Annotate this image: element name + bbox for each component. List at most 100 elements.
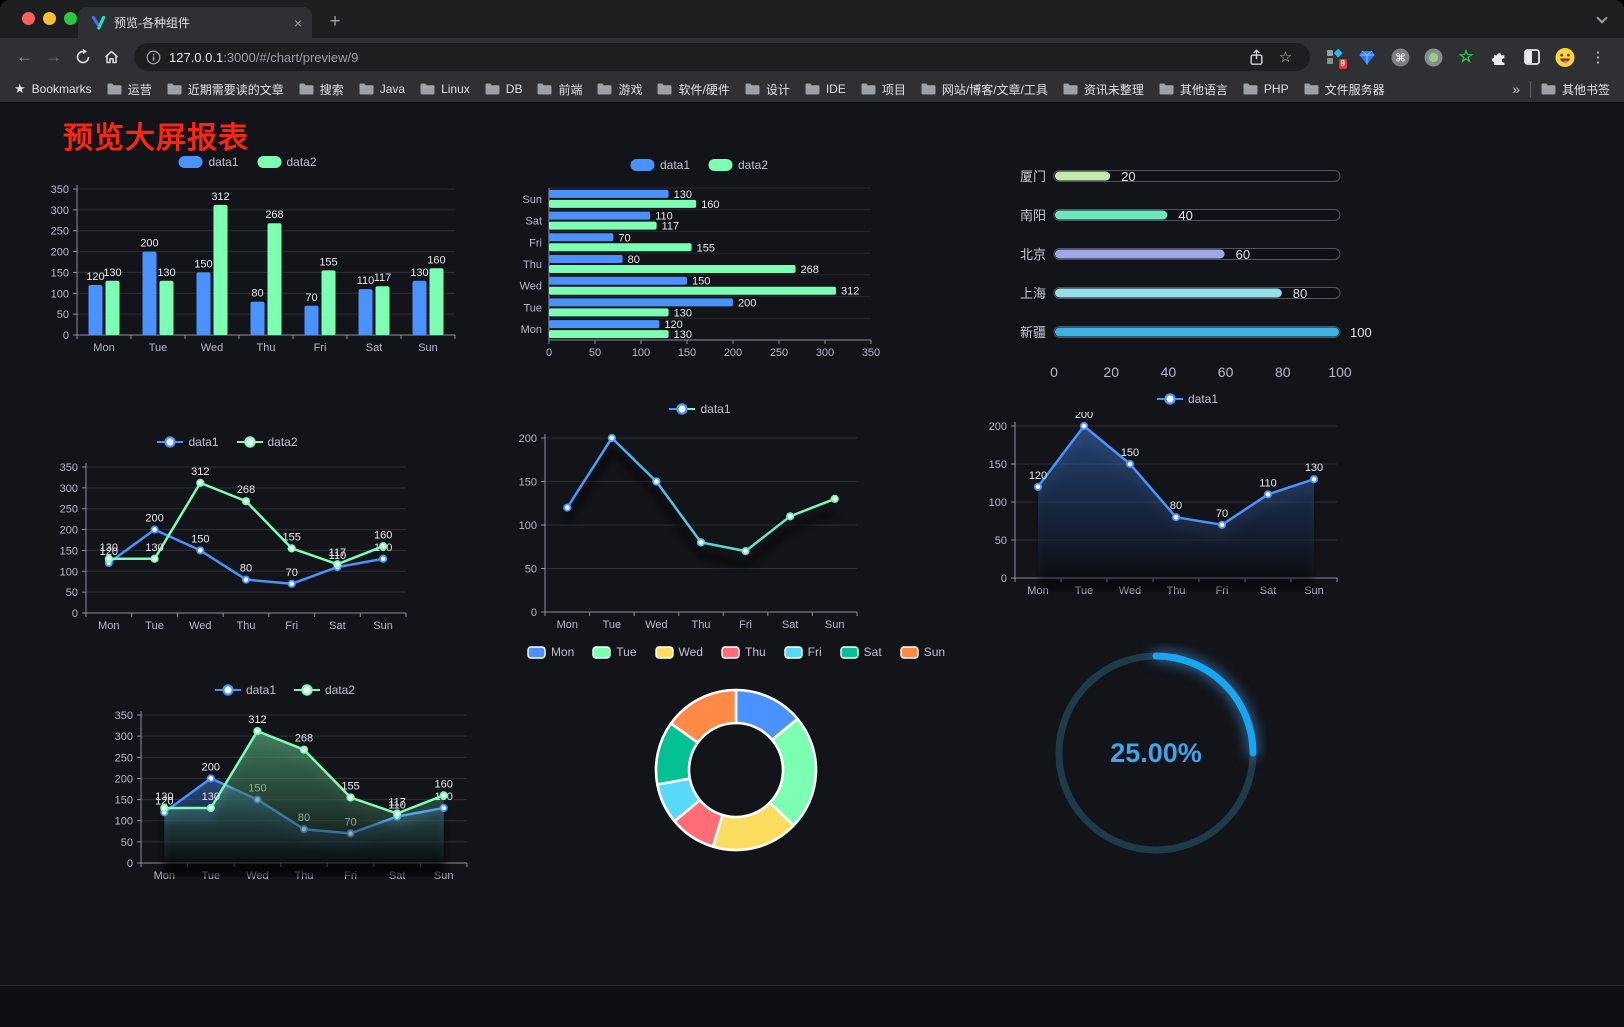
- bookmarks-root-item[interactable]: ★ Bookmarks: [14, 81, 92, 97]
- new-tab-button[interactable]: +: [329, 11, 341, 32]
- svg-text:60: 60: [1218, 364, 1234, 380]
- bookmarks-overflow-chevron[interactable]: »: [1512, 81, 1520, 97]
- legend-item[interactable]: Fri: [783, 645, 822, 659]
- svg-text:120: 120: [155, 795, 173, 807]
- svg-text:70: 70: [305, 292, 317, 304]
- bookmark-folder[interactable]: 资讯未整理: [1063, 81, 1144, 98]
- bookmark-folder[interactable]: 项目: [861, 81, 906, 98]
- bookmark-folder[interactable]: 软件/硬件: [657, 81, 730, 98]
- svg-text:Wed: Wed: [520, 281, 542, 293]
- svg-text:200: 200: [989, 421, 1007, 433]
- browser-tab[interactable]: 预览-各种组件 ×: [78, 7, 312, 38]
- legend-item[interactable]: Tue: [592, 645, 637, 659]
- svg-text:300: 300: [115, 731, 133, 743]
- site-info-icon[interactable]: [146, 50, 161, 65]
- svg-text:160: 160: [427, 254, 445, 266]
- svg-text:312: 312: [841, 286, 859, 298]
- home-button[interactable]: [97, 43, 126, 72]
- legend-label: Sat: [863, 645, 882, 659]
- url-bar[interactable]: 127.0.0.1:3000/#/chart/preview/9 ☆: [134, 43, 1310, 71]
- svg-text:南阳: 南阳: [1020, 208, 1046, 223]
- svg-text:100: 100: [1328, 364, 1352, 380]
- folder-icon: [299, 83, 314, 95]
- svg-text:350: 350: [115, 710, 133, 722]
- forward-button[interactable]: →: [45, 47, 62, 66]
- chart-bar-horizontal: data1 data2 0 50 100 150 200 250 300 350 Mon 120 130…: [503, 156, 895, 378]
- svg-text:268: 268: [801, 264, 819, 276]
- svg-text:155: 155: [341, 780, 359, 792]
- legend-item[interactable]: data2: [294, 683, 355, 697]
- legend-label: data1: [245, 683, 276, 697]
- other-bookmarks-folder[interactable]: 其他书签: [1541, 81, 1610, 98]
- bookmark-folder[interactable]: IDE: [805, 82, 846, 96]
- svg-text:130: 130: [202, 791, 220, 803]
- legend-item[interactable]: data2: [236, 435, 298, 449]
- bookmark-folder[interactable]: 近期需要读的文章: [167, 81, 284, 98]
- share-icon: [1250, 48, 1263, 65]
- legend-item[interactable]: data1: [157, 435, 219, 449]
- home-icon: [104, 50, 119, 64]
- bookmark-folder-label: 文件服务器: [1324, 82, 1385, 97]
- bookmark-folder-label: 项目: [881, 82, 906, 97]
- url-text[interactable]: 127.0.0.1:3000/#/chart/preview/9: [169, 50, 1242, 65]
- bookmark-folder[interactable]: 文件服务器: [1304, 81, 1385, 98]
- svg-text:25.00%: 25.00%: [1110, 738, 1202, 768]
- bookmark-folder[interactable]: Java: [359, 82, 405, 96]
- bookmark-folder[interactable]: DB: [485, 82, 522, 96]
- legend-item[interactable]: Mon: [527, 645, 574, 659]
- dark-mode-extension-icon[interactable]: [1522, 47, 1542, 67]
- legend-item[interactable]: data1: [669, 402, 731, 416]
- extensions-puzzle-icon[interactable]: [1489, 47, 1509, 67]
- reload-icon: [76, 49, 89, 64]
- bookmark-folder[interactable]: 前端: [537, 81, 582, 98]
- svg-text:Wed: Wed: [201, 342, 223, 354]
- legend-item[interactable]: data1: [630, 158, 690, 172]
- bookmark-folder[interactable]: 搜索: [299, 81, 344, 98]
- proxy-extension-icon[interactable]: 9: [1324, 47, 1347, 69]
- tab-search-chevron-icon[interactable]: [1596, 12, 1608, 24]
- legend-item[interactable]: data2: [257, 155, 317, 169]
- svg-text:268: 268: [295, 733, 313, 745]
- bookmark-folder[interactable]: PHP: [1243, 82, 1289, 96]
- svg-text:200: 200: [519, 433, 537, 445]
- legend-item[interactable]: data1: [214, 683, 276, 697]
- profile-avatar[interactable]: [1555, 47, 1575, 67]
- chart-bar-vertical: data1 data2 0 50 100 150 200 250 300 350 Mon Tue Wed…: [35, 153, 460, 372]
- green-dot-extension-icon[interactable]: [1423, 47, 1443, 67]
- legend-item[interactable]: Sat: [839, 645, 882, 659]
- bookmark-folder-list: 运营 近期需要读的文章 搜索 Java Linux DB 前端 游戏 软件/硬件 设计 IDE 项目 网…: [107, 81, 1400, 98]
- bookmark-folder[interactable]: 运营: [107, 81, 152, 98]
- legend-item[interactable]: data1: [178, 155, 239, 169]
- svg-text:Mon: Mon: [521, 324, 542, 336]
- legend-item[interactable]: data2: [708, 158, 768, 172]
- bookmark-folder[interactable]: 游戏: [597, 81, 642, 98]
- reload-button[interactable]: [68, 43, 97, 72]
- chart-area-single: data1 0 50 100 150 200 Mon Tue Wed Thu Fri Sat Sun 12…: [985, 390, 1390, 612]
- browser-menu-icon[interactable]: ⋮: [1590, 49, 1606, 66]
- back-button[interactable]: ←: [16, 47, 33, 66]
- legend-item[interactable]: data1: [1156, 392, 1218, 406]
- close-tab-icon[interactable]: ×: [293, 14, 302, 31]
- legend-item[interactable]: Wed: [654, 645, 703, 659]
- legend-item[interactable]: Sun: [899, 645, 945, 659]
- minimize-window-button[interactable]: [43, 12, 56, 25]
- bookmarks-star-icon: ★: [14, 81, 26, 96]
- bookmarks-bar: ★ Bookmarks 运营 近期需要读的文章 搜索 Java Linux DB 前端 游戏 软…: [0, 76, 1624, 103]
- gem-extension-icon[interactable]: [1357, 47, 1377, 67]
- title-bar: 预览-各种组件 × +: [0, 0, 1624, 38]
- bookmark-star-button[interactable]: ☆: [1278, 49, 1293, 66]
- folder-icon: [537, 83, 552, 95]
- fullscreen-window-button[interactable]: [64, 12, 77, 25]
- share-button[interactable]: [1242, 43, 1271, 72]
- close-window-button[interactable]: [22, 12, 35, 25]
- svg-text:117: 117: [329, 547, 347, 559]
- svg-text:50: 50: [525, 564, 537, 576]
- command-extension-icon[interactable]: ⌘: [1390, 47, 1410, 67]
- bookmark-folder[interactable]: 网站/博客/文章/工具: [921, 81, 1048, 98]
- green-star-extension-icon[interactable]: ☆: [1458, 47, 1474, 66]
- legend-item[interactable]: Thu: [721, 645, 766, 659]
- bookmark-folder[interactable]: 其他语言: [1159, 81, 1228, 98]
- bookmark-folder[interactable]: 设计: [745, 81, 790, 98]
- bookmark-folder[interactable]: Linux: [420, 82, 470, 96]
